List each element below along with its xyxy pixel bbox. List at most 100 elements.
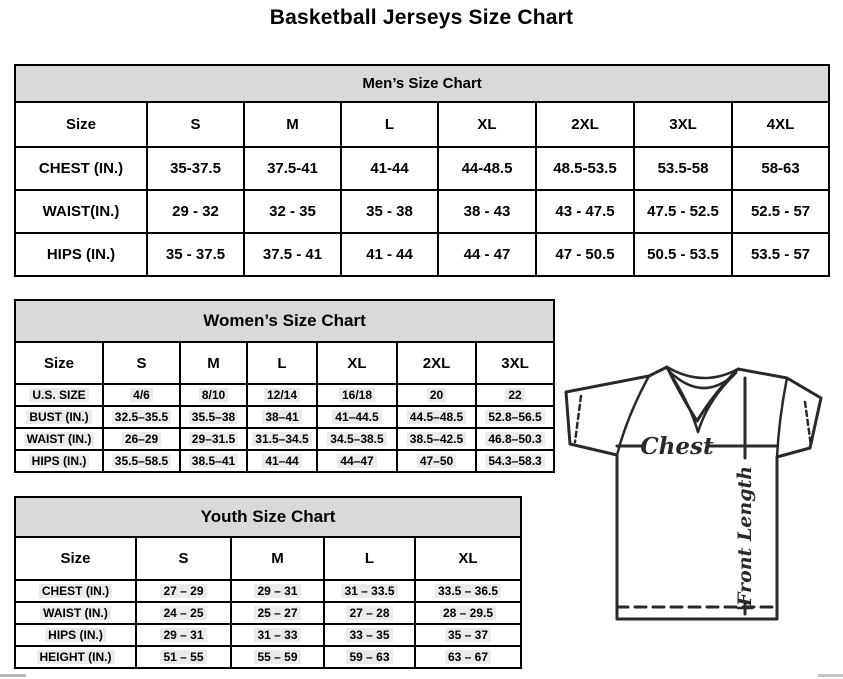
youth-height-row: HEIGHT (IN.) 51 – 55 55 – 59 59 – 63 63 … bbox=[14, 645, 522, 669]
size-value: 8/10 bbox=[179, 383, 248, 407]
column-header: L bbox=[246, 341, 318, 385]
size-value: 29 – 31 bbox=[135, 623, 232, 647]
size-value: 37.5-41 bbox=[243, 146, 342, 191]
size-value: 38.5–42.5 bbox=[396, 427, 477, 451]
womens-chart-title: Women’s Size Chart bbox=[13, 299, 556, 343]
size-value: 29 - 32 bbox=[146, 189, 245, 234]
size-value: 35.5–38 bbox=[179, 405, 248, 429]
size-value: 47–50 bbox=[396, 449, 477, 473]
size-value: 52.5 - 57 bbox=[730, 189, 831, 234]
size-value: 44 - 47 bbox=[437, 232, 537, 277]
column-header: S bbox=[135, 536, 232, 581]
youth-hips-row: HIPS (IN.) 29 – 31 31 – 33 33 – 35 35 – … bbox=[14, 623, 522, 647]
row-label: WAIST (IN.) bbox=[14, 601, 137, 625]
size-value: 27 – 28 bbox=[323, 601, 416, 625]
size-value: 20 bbox=[396, 383, 477, 407]
row-label: HIPS (IN.) bbox=[14, 449, 104, 473]
column-header: XL bbox=[414, 536, 522, 581]
size-value: 48.5-53.5 bbox=[535, 146, 635, 191]
column-header: XL bbox=[316, 341, 398, 385]
size-value: 43 - 47.5 bbox=[535, 189, 635, 234]
jersey-measurement-diagram: Chest Front Length bbox=[564, 365, 823, 621]
collar-arc-outer bbox=[665, 365, 740, 380]
sleeve-dash-left bbox=[573, 394, 583, 444]
row-label: WAIST(IN.) bbox=[14, 189, 148, 234]
size-value: 44-48.5 bbox=[437, 146, 537, 191]
size-value: 35 - 38 bbox=[340, 189, 439, 234]
size-value: 34.5–38.5 bbox=[316, 427, 398, 451]
front-length-label: Front Length bbox=[734, 466, 756, 607]
size-value: 28 – 29.5 bbox=[414, 601, 522, 625]
page-title: Basketball Jerseys Size Chart bbox=[269, 6, 574, 29]
armhole-seam-right bbox=[775, 376, 789, 459]
size-value: 53.5 - 57 bbox=[730, 232, 831, 277]
size-value: 31 – 33.5 bbox=[323, 579, 416, 603]
row-label: U.S. SIZE bbox=[14, 383, 104, 407]
column-header: S bbox=[102, 341, 181, 385]
size-value: 38.5–41 bbox=[179, 449, 248, 473]
youth-chest-row: CHEST (IN.) 27 – 29 29 – 31 31 – 33.5 33… bbox=[14, 579, 522, 603]
size-value: 50.5 - 53.5 bbox=[633, 232, 733, 277]
row-label: WAIST (IN.) bbox=[14, 427, 104, 451]
womens-waist-row: WAIST (IN.) 26–29 29–31.5 31.5–34.5 34.5… bbox=[14, 427, 556, 451]
size-value: 41 - 44 bbox=[340, 232, 439, 277]
row-label: HIPS (IN.) bbox=[14, 623, 137, 647]
row-label: CHEST (IN.) bbox=[14, 579, 137, 603]
size-value: 35 – 37 bbox=[414, 623, 522, 647]
size-value: 54.3–58.3 bbox=[474, 449, 556, 473]
womens-ussize-row: U.S. SIZE 4/6 8/10 12/14 16/18 20 22 bbox=[14, 383, 556, 407]
chest-label: Chest bbox=[640, 433, 714, 460]
size-value: 4/6 bbox=[102, 383, 181, 407]
size-value: 29–31.5 bbox=[179, 427, 248, 451]
scrollbar-fragment-right[interactable] bbox=[818, 674, 843, 677]
size-value: 33.5 – 36.5 bbox=[414, 579, 522, 603]
row-label: HIPS (IN.) bbox=[14, 232, 148, 277]
size-value: 44.5–48.5 bbox=[396, 405, 477, 429]
size-value: 26–29 bbox=[102, 427, 181, 451]
size-value: 22 bbox=[474, 383, 556, 407]
mens-waist-row: WAIST(IN.) 29 - 32 32 - 35 35 - 38 38 - … bbox=[14, 189, 831, 234]
size-value: 31.5–34.5 bbox=[246, 427, 318, 451]
size-value: 52.8–56.5 bbox=[474, 405, 556, 429]
sleeve-dash-right bbox=[803, 400, 813, 448]
size-value: 31 – 33 bbox=[230, 623, 325, 647]
size-value: 27 – 29 bbox=[135, 579, 232, 603]
row-label: BUST (IN.) bbox=[14, 405, 104, 429]
size-value: 29 – 31 bbox=[230, 579, 325, 603]
mens-chest-row: CHEST (IN.) 35-37.5 37.5-41 41-44 44-48.… bbox=[14, 146, 831, 191]
size-value: 35 - 37.5 bbox=[146, 232, 245, 277]
scrollbar-fragment-left[interactable] bbox=[0, 674, 26, 677]
size-value: 38–41 bbox=[246, 405, 318, 429]
vneck-inner-edge bbox=[669, 373, 736, 434]
mens-header-row: Size S M L XL 2XL 3XL 4XL bbox=[14, 101, 831, 148]
size-value: 55 – 59 bbox=[230, 645, 325, 669]
column-header: 3XL bbox=[474, 341, 556, 385]
womens-header-row: Size S M L XL 2XL 3XL bbox=[14, 341, 556, 385]
size-value: 33 – 35 bbox=[323, 623, 416, 647]
womens-size-table: Women’s Size Chart Size S M L XL 2XL 3XL… bbox=[13, 299, 556, 473]
column-header: Size bbox=[14, 101, 148, 148]
youth-size-table: Youth Size Chart Size S M L XL CHEST (IN… bbox=[14, 496, 522, 669]
column-header: Size bbox=[14, 536, 137, 581]
size-value: 32.5–35.5 bbox=[102, 405, 181, 429]
size-value: 24 – 25 bbox=[135, 601, 232, 625]
size-value: 59 – 63 bbox=[323, 645, 416, 669]
column-header: 2XL bbox=[396, 341, 477, 385]
size-value: 37.5 - 41 bbox=[243, 232, 342, 277]
column-header: M bbox=[243, 101, 342, 148]
row-label: CHEST (IN.) bbox=[14, 146, 148, 191]
size-value: 47.5 - 52.5 bbox=[633, 189, 733, 234]
size-value: 47 - 50.5 bbox=[535, 232, 635, 277]
mens-size-table: Men’s Size Chart Size S M L XL 2XL 3XL 4… bbox=[13, 64, 831, 277]
column-header: M bbox=[179, 341, 248, 385]
column-header: L bbox=[323, 536, 416, 581]
column-header: M bbox=[230, 536, 325, 581]
womens-hips-row: HIPS (IN.) 35.5–58.5 38.5–41 41–44 44–47… bbox=[14, 449, 556, 473]
column-header: 4XL bbox=[730, 101, 831, 148]
youth-chart-title: Youth Size Chart bbox=[14, 496, 522, 538]
size-value: 32 - 35 bbox=[243, 189, 342, 234]
womens-bust-row: BUST (IN.) 32.5–35.5 35.5–38 38–41 41–44… bbox=[14, 405, 556, 429]
mens-chart-title: Men’s Size Chart bbox=[13, 64, 831, 103]
row-label: HEIGHT (IN.) bbox=[14, 645, 137, 669]
